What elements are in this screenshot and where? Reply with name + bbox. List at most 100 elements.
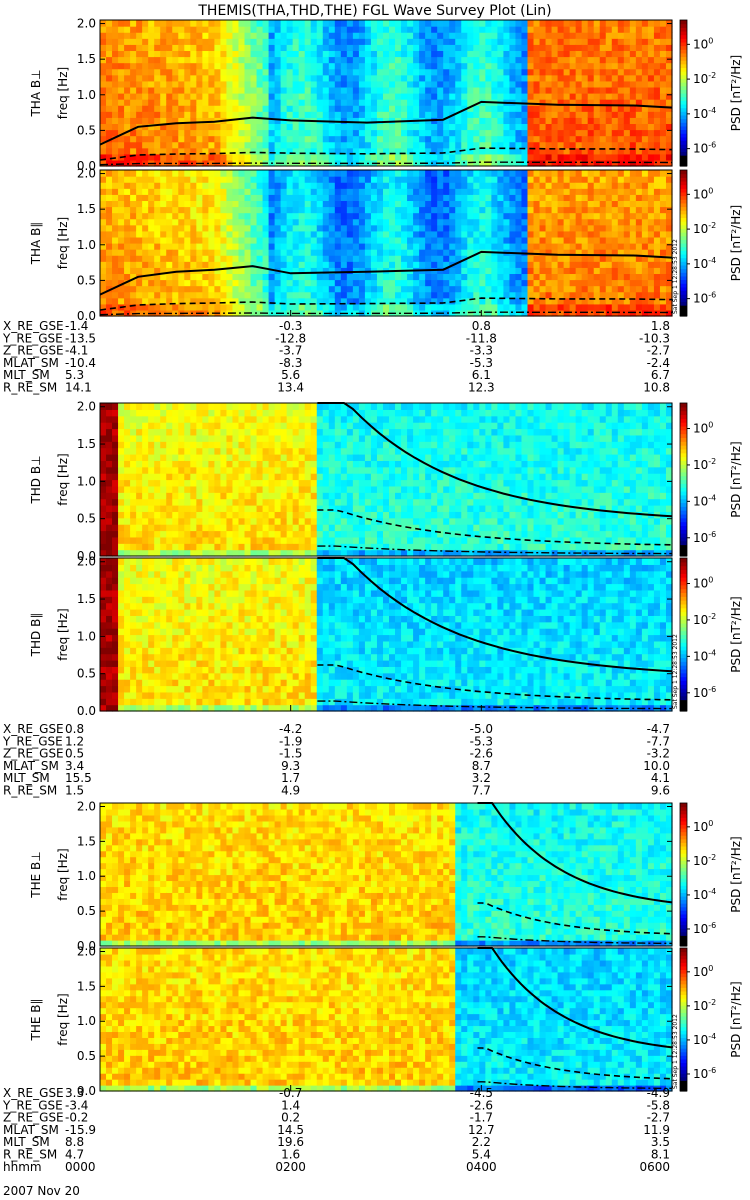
spectrogram-cell [232, 236, 240, 244]
spectrogram-cell [557, 129, 565, 137]
spectrogram-cell [232, 32, 240, 39]
spectrogram-cell [154, 68, 161, 76]
spectrogram-cell [322, 153, 330, 161]
spectrogram-cell [238, 153, 246, 161]
spectrogram-cell [160, 530, 167, 538]
spectrogram-cell [437, 218, 444, 226]
spectrogram-cell [208, 147, 215, 155]
spectrogram-cell [473, 206, 480, 214]
spectrogram-cell [100, 93, 107, 100]
spectrogram-cell [401, 243, 408, 250]
spectrogram-cell [569, 182, 577, 189]
spectrogram-cell [521, 141, 529, 149]
spectrogram-cell [461, 273, 468, 281]
spectrogram-cell [190, 99, 197, 106]
spectrogram-cell [292, 182, 300, 189]
spectrogram-cell [142, 129, 149, 137]
spectrogram-cell [509, 20, 517, 27]
spectrogram-cell [148, 492, 155, 500]
spectrogram-cell [268, 68, 276, 76]
spectrogram-cell [100, 129, 107, 137]
spectrogram-cell [190, 26, 197, 33]
colorbar-tick-label: 10-6 [693, 291, 716, 306]
spectrogram-cell [617, 279, 625, 287]
spectrogram-cell [172, 123, 179, 131]
spectrogram-cell [184, 105, 191, 112]
spectrogram-cell [316, 224, 324, 232]
spectrogram-cell [118, 86, 125, 94]
spectrogram-cell [449, 20, 456, 27]
spectrogram-cell [142, 492, 149, 500]
spectrogram-cell [431, 285, 438, 293]
spectrogram-cell [196, 206, 203, 214]
spectrogram-cell [220, 297, 228, 305]
spectrogram-cell [425, 182, 432, 189]
spectrogram-cell [208, 303, 215, 311]
spectrogram-cell [178, 44, 185, 52]
spectrogram-cell [112, 80, 119, 88]
spectrogram-cell [142, 147, 149, 155]
spectrogram-cell [208, 44, 215, 52]
spectrogram-cell [455, 255, 462, 262]
spectrogram-cell [148, 434, 155, 442]
spectrogram-cell [352, 117, 360, 125]
spectrogram-cell [238, 243, 246, 250]
spectrogram-cell [280, 135, 288, 143]
spectrogram-cell [262, 243, 270, 250]
spectrogram-cell [521, 249, 529, 256]
spectrogram-cell [172, 218, 179, 226]
spectrogram-cell [298, 135, 306, 143]
spectrogram-cell [358, 170, 366, 177]
spectrogram-cell [220, 38, 228, 45]
spectrogram-cell [208, 236, 215, 244]
spectrogram-cell [407, 279, 414, 287]
spectrogram-cell [653, 20, 661, 27]
spectrogram-cell [467, 273, 474, 281]
spectrogram-cell [581, 255, 589, 262]
spectrogram-cell [190, 86, 197, 94]
spectrogram-cell [515, 236, 523, 244]
spectrogram-cell [238, 32, 246, 39]
spectrogram-cell [587, 62, 595, 70]
spectrogram-cell [106, 123, 113, 131]
spectrogram-cell [106, 279, 113, 287]
colorbar-tick-base: 10 [693, 257, 708, 271]
spectrogram-cell [497, 236, 505, 244]
spectrogram-cell [142, 182, 149, 189]
spectrogram-cell [268, 80, 276, 88]
spectrogram-cell [431, 153, 438, 161]
spectrogram-cell [112, 147, 119, 155]
spectrogram-cell [449, 212, 456, 220]
spectrogram-cell [569, 32, 577, 39]
spectrogram-cell [382, 50, 390, 58]
spectrogram-cell [605, 230, 613, 238]
spectrogram-cell [160, 182, 167, 189]
spectrogram-cell [431, 86, 438, 94]
spectrogram-cell [160, 273, 167, 281]
spectrogram-cell [581, 129, 589, 137]
spectrogram-cell [106, 74, 113, 82]
spectrogram-cell [641, 99, 649, 106]
spectrogram-cell [389, 80, 396, 88]
spectrogram-cell [322, 56, 330, 64]
spectrogram-cell [563, 194, 571, 202]
spectrogram-cell [214, 273, 222, 281]
spectrogram-cell [154, 26, 161, 33]
spectrogram-cell [346, 218, 354, 226]
spectrogram-cell [479, 267, 486, 275]
spectrogram-cell [352, 80, 360, 88]
spectrogram-cell [533, 135, 541, 143]
spectrogram-cell [100, 44, 107, 52]
spectrogram-cell [605, 212, 613, 220]
spectrogram-cell [665, 56, 673, 64]
spectrogram-cell [509, 303, 517, 311]
spectrogram-cell [118, 176, 125, 183]
spectrogram-cell [124, 267, 131, 275]
spectrogram-cell [292, 153, 300, 161]
spectrogram-cell [316, 273, 324, 281]
spectrogram-cell [425, 129, 432, 137]
spectrogram-cell [581, 32, 589, 39]
spectrogram-cell [334, 135, 342, 143]
spectrogram-cell [461, 230, 468, 238]
spectrogram-cell [328, 206, 336, 214]
